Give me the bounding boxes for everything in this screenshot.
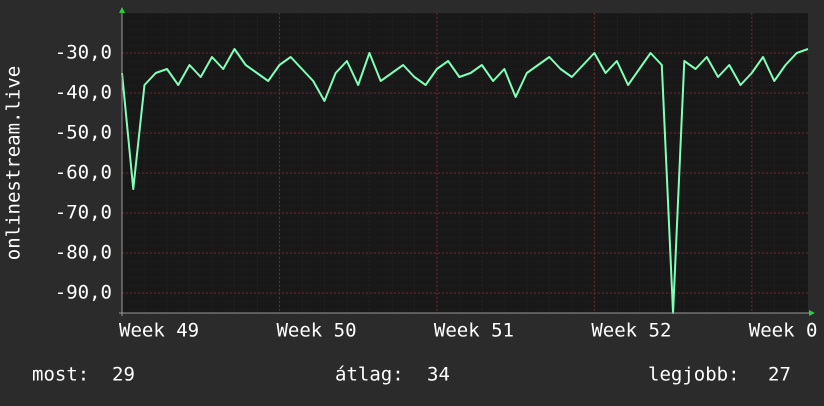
stat-label: legjobb: [648,364,740,386]
y-axis-label: onlinestream.live [3,66,25,260]
stat-label: most: [32,364,89,386]
y-tick-label: -80,0 [55,242,112,264]
stat-value: 29 [112,364,135,386]
stat-value: 34 [427,364,450,386]
y-tick-label: -30,0 [55,42,112,64]
x-tick-label: Week 51 [434,320,514,342]
stat-value: 27 [768,364,791,386]
data-line [121,48,809,314]
stat-label: átlag: [335,364,404,386]
y-tick-label: -70,0 [55,202,112,224]
x-tick-label: Week 52 [591,320,671,342]
y-tick-label: -60,0 [55,162,112,184]
y-tick-label: -50,0 [55,122,112,144]
x-tick-label: Week 0 [749,320,818,342]
x-tick-label: Week 50 [276,320,356,342]
x-tick-label: Week 49 [119,320,199,342]
y-arrow [119,7,125,13]
x-arrow [809,310,815,316]
y-tick-label: -40,0 [55,82,112,104]
y-tick-label: -90,0 [55,282,112,304]
minor-grid [122,13,808,313]
marks [121,48,809,314]
labels: -90,0 -80,0 -70,0 -60,0 -50,0 -40,0 -30,0 Week … [55,42,818,342]
